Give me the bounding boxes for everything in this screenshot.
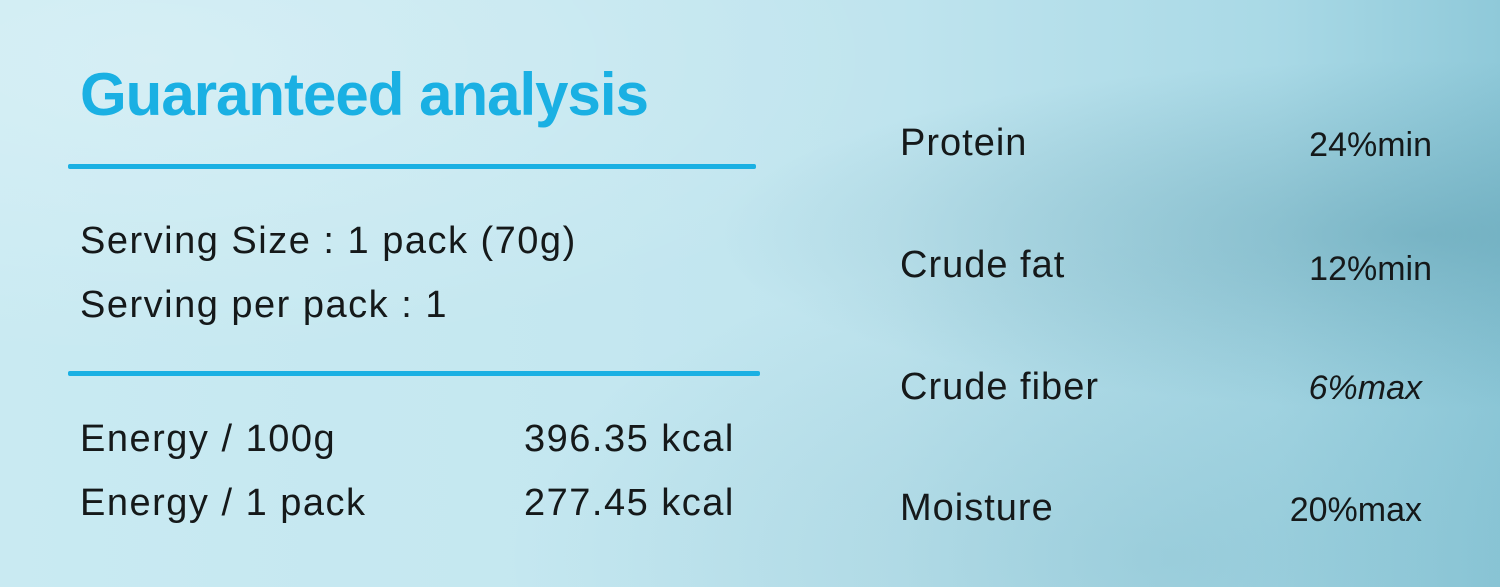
protein-value: 24%min [1309, 126, 1432, 164]
moisture-value: 20%max [1289, 491, 1422, 529]
crude-fiber-label: Crude fiber [900, 366, 1099, 408]
energy-per-pack-label: Energy / 1 pack [80, 482, 367, 524]
serving-size: Serving Size : 1 pack (70g) [80, 220, 577, 262]
protein-label: Protein [900, 122, 1028, 164]
divider-middle [68, 371, 760, 376]
divider-top [68, 164, 756, 169]
section-title: Guaranteed analysis [80, 61, 649, 128]
energy-per-pack-value: 277.45 kcal [524, 482, 735, 524]
energy-per-100g-label: Energy / 100g [80, 418, 337, 460]
crude-fiber-value: 6%max [1308, 369, 1422, 407]
energy-per-100g-value: 396.35 kcal [524, 418, 735, 460]
moisture-label: Moisture [900, 487, 1054, 529]
serving-per-pack: Serving per pack : 1 [80, 284, 448, 326]
crude-fat-label: Crude fat [900, 244, 1066, 286]
crude-fat-value: 12%min [1309, 250, 1432, 288]
